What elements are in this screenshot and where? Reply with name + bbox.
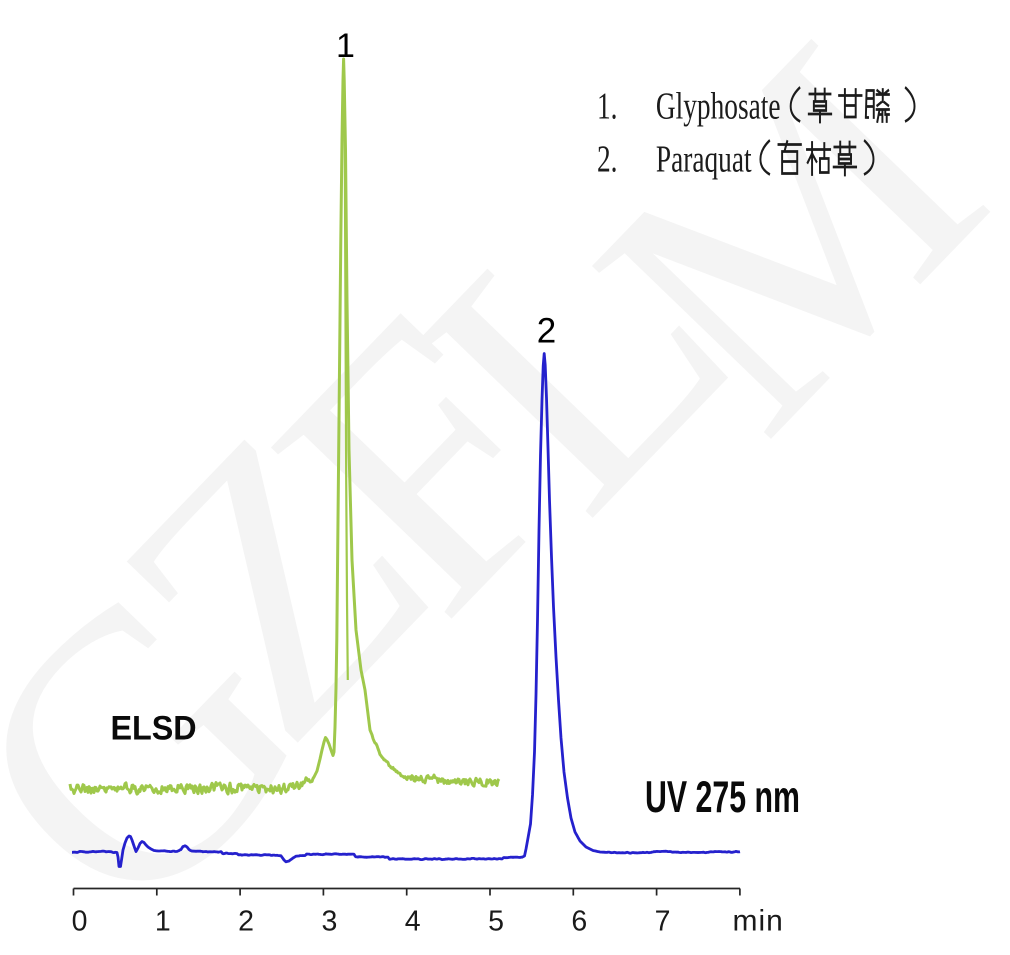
svg-text:6: 6 <box>571 906 587 938</box>
svg-text:ELSD: ELSD <box>111 710 197 748</box>
svg-text:3: 3 <box>321 906 337 938</box>
svg-text:1: 1 <box>155 906 171 938</box>
svg-text:1: 1 <box>336 27 355 65</box>
svg-text:UV 275 nm: UV 275 nm <box>645 772 800 822</box>
svg-text:min: min <box>733 905 784 938</box>
svg-text:1.: 1. <box>597 85 618 127</box>
svg-text:2: 2 <box>537 312 556 351</box>
svg-text:7: 7 <box>655 906 671 938</box>
svg-text:0: 0 <box>72 906 88 938</box>
svg-text:5: 5 <box>488 906 504 938</box>
svg-text:4: 4 <box>405 906 421 938</box>
svg-text:Glyphosate: Glyphosate <box>656 85 781 127</box>
svg-text:2: 2 <box>238 906 254 938</box>
svg-text:2.: 2. <box>597 138 618 180</box>
svg-text:Paraquat: Paraquat <box>656 138 752 180</box>
